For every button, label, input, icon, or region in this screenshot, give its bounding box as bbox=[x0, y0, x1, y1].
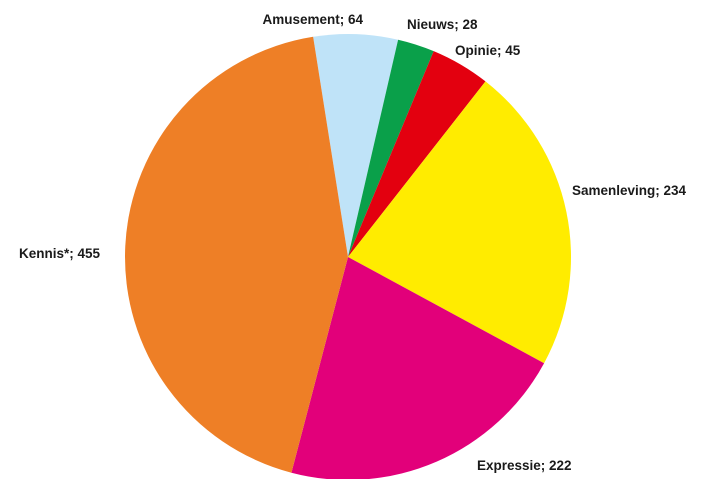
slice-label-samenleving: Samenleving; 234 bbox=[572, 183, 687, 198]
slice-label-amusement: Amusement; 64 bbox=[262, 12, 363, 27]
pie-slice-opinie bbox=[348, 51, 486, 257]
pie-slice-samenleving bbox=[348, 81, 571, 364]
pie-slices bbox=[125, 34, 571, 479]
slice-label-nieuws: Nieuws; 28 bbox=[407, 17, 478, 32]
slice-labels: Amusement; 64 Nieuws; 28 Opinie; 45 Samenle… bbox=[19, 12, 687, 473]
pie-slice-kennis bbox=[125, 36, 348, 473]
slice-label-kennis: Kennis*; 455 bbox=[19, 246, 101, 261]
pie-slice-expressie bbox=[291, 257, 545, 479]
pie-slice-amusement bbox=[313, 34, 399, 257]
pie-slice-nieuws bbox=[348, 39, 434, 258]
slice-label-expressie: Expressie; 222 bbox=[477, 458, 572, 473]
slice-label-opinie: Opinie; 45 bbox=[455, 43, 521, 58]
